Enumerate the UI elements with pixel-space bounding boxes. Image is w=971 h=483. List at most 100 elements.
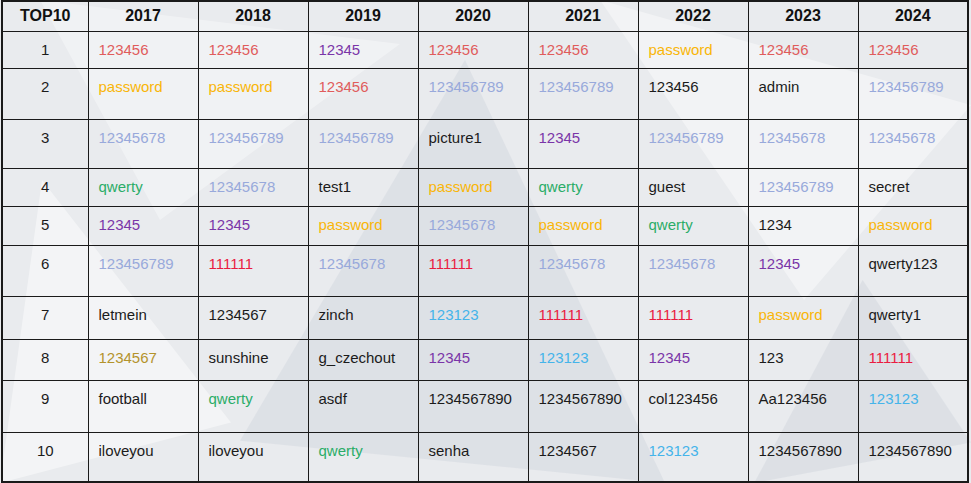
password-cell: 123456789 <box>418 68 528 119</box>
password-cell: iloveyou <box>198 432 308 482</box>
password-cell: secret <box>858 168 968 206</box>
password-cell: Aa123456 <box>748 380 858 432</box>
password-cell: 123123 <box>418 296 528 339</box>
table-row: 9footballqwertyasdf12345678901234567890c… <box>2 380 968 432</box>
password-cell: 123456 <box>418 31 528 68</box>
table-row: 51234512345password12345678passwordqwert… <box>2 206 968 245</box>
password-cell: 123456789 <box>198 119 308 168</box>
password-cell: password <box>198 68 308 119</box>
rank-cell: 1 <box>2 31 88 68</box>
table-row: 2passwordpassword12345612345678912345678… <box>2 68 968 119</box>
table-row: 112345612345612345123456123456password12… <box>2 31 968 68</box>
year-column-header-2023: 2023 <box>748 1 858 31</box>
password-cell: g_czechout <box>308 339 418 380</box>
password-cell: qwerty <box>198 380 308 432</box>
password-cell: 111111 <box>418 245 528 296</box>
year-column-header-2022: 2022 <box>638 1 748 31</box>
password-cell: 123123 <box>528 339 638 380</box>
password-cell: 12345 <box>528 119 638 168</box>
password-cell: 123456789 <box>858 68 968 119</box>
password-cell: 123 <box>748 339 858 380</box>
year-column-header-2019: 2019 <box>308 1 418 31</box>
password-cell: qwerty <box>638 206 748 245</box>
password-cell: 111111 <box>638 296 748 339</box>
password-cell: 111111 <box>198 245 308 296</box>
password-cell: 111111 <box>858 339 968 380</box>
password-cell: 123456 <box>748 31 858 68</box>
password-cell: 1234567890 <box>748 432 858 482</box>
password-cell: 12345 <box>198 206 308 245</box>
password-cell: 1234567 <box>88 339 198 380</box>
year-column-header-2021: 2021 <box>528 1 638 31</box>
rank-cell: 4 <box>2 168 88 206</box>
password-cell: password <box>308 206 418 245</box>
password-cell: 1234567 <box>528 432 638 482</box>
password-cell: senha <box>418 432 528 482</box>
rank-cell: 10 <box>2 432 88 482</box>
table-row: 81234567sunshineg_czechout12345123123123… <box>2 339 968 380</box>
rank-cell: 5 <box>2 206 88 245</box>
password-cell: guest <box>638 168 748 206</box>
password-cell: test1 <box>308 168 418 206</box>
password-cell: 12345678 <box>88 119 198 168</box>
password-cell: password <box>638 31 748 68</box>
table-row: 7letmein1234567zinch123123111111111111pa… <box>2 296 968 339</box>
password-cell: col123456 <box>638 380 748 432</box>
rank-cell: 6 <box>2 245 88 296</box>
password-cell: 12345 <box>308 31 418 68</box>
password-cell: 1234 <box>748 206 858 245</box>
password-cell: 123123 <box>858 380 968 432</box>
year-column-header-2020: 2020 <box>418 1 528 31</box>
password-cell: 123456789 <box>748 168 858 206</box>
password-cell: 123456 <box>198 31 308 68</box>
password-cell: 12345 <box>88 206 198 245</box>
year-column-header-2024: 2024 <box>858 1 968 31</box>
password-cell: 123456 <box>308 68 418 119</box>
password-cell: 123456789 <box>638 119 748 168</box>
year-column-header-2018: 2018 <box>198 1 308 31</box>
password-cell: picture1 <box>418 119 528 168</box>
table-row: 4qwerty12345678test1passwordqwertyguest1… <box>2 168 968 206</box>
password-cell: admin <box>748 68 858 119</box>
password-cell: 1234567890 <box>528 380 638 432</box>
password-cell: 123456789 <box>88 245 198 296</box>
password-cell: qwerty1 <box>858 296 968 339</box>
rank-cell: 9 <box>2 380 88 432</box>
rank-cell: 2 <box>2 68 88 119</box>
table-row: 10iloveyouiloveyouqwertysenha12345671231… <box>2 432 968 482</box>
password-cell: 123123 <box>638 432 748 482</box>
rank-cell: 8 <box>2 339 88 380</box>
password-cell: 12345678 <box>638 245 748 296</box>
password-cell: password <box>858 206 968 245</box>
password-cell: letmein <box>88 296 198 339</box>
password-cell: 12345 <box>748 245 858 296</box>
year-column-header-2017: 2017 <box>88 1 198 31</box>
table-body: 112345612345612345123456123456password12… <box>2 31 968 482</box>
password-cell: 12345678 <box>748 119 858 168</box>
password-cell: qwerty123 <box>858 245 968 296</box>
rank-cell: 3 <box>2 119 88 168</box>
password-cell: 12345678 <box>198 168 308 206</box>
password-cell: password <box>528 206 638 245</box>
password-cell: 123456 <box>528 31 638 68</box>
password-cell: 12345678 <box>528 245 638 296</box>
password-cell: iloveyou <box>88 432 198 482</box>
password-cell: zinch <box>308 296 418 339</box>
rank-column-header: TOP10 <box>2 1 88 31</box>
password-cell: password <box>418 168 528 206</box>
password-cell: football <box>88 380 198 432</box>
password-cell: 1234567 <box>198 296 308 339</box>
password-cell: qwerty <box>88 168 198 206</box>
password-cell: sunshine <box>198 339 308 380</box>
password-cell: qwerty <box>528 168 638 206</box>
password-cell: 12345 <box>418 339 528 380</box>
password-cell: 123456789 <box>308 119 418 168</box>
password-cell: 111111 <box>528 296 638 339</box>
password-cell: 12345678 <box>308 245 418 296</box>
password-cell: 123456 <box>88 31 198 68</box>
password-cell: 12345 <box>638 339 748 380</box>
top10-passwords-table: TOP1020172018201920202021202220232024 11… <box>1 0 969 483</box>
password-cell: qwerty <box>308 432 418 482</box>
password-cell: password <box>88 68 198 119</box>
password-cell: 1234567890 <box>418 380 528 432</box>
